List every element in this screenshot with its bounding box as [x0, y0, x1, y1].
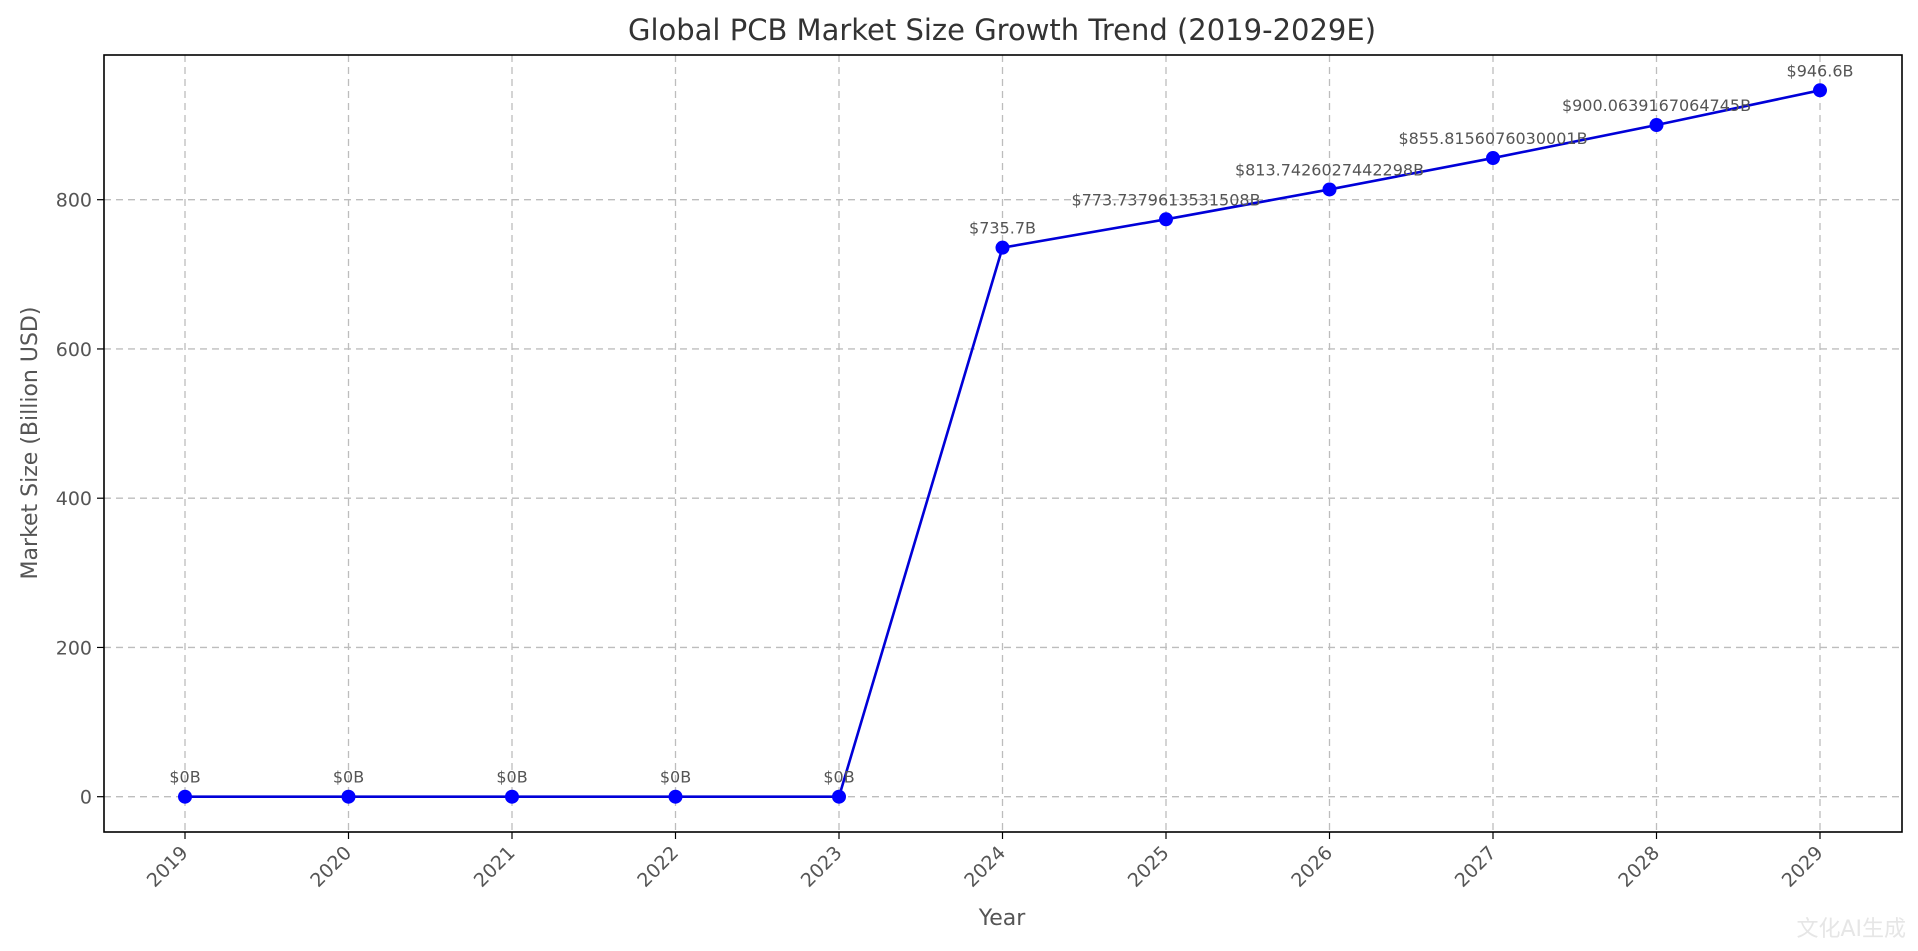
- data-label: $735.7B: [969, 219, 1036, 238]
- x-tick-label: 2029: [1778, 842, 1828, 892]
- data-point: [341, 789, 356, 804]
- data-point: [1159, 212, 1173, 227]
- x-tick-label: 2024: [960, 842, 1010, 892]
- y-tick-label: 800: [56, 190, 92, 212]
- x-tick-label: 2025: [1124, 842, 1174, 892]
- data-point: [505, 789, 519, 804]
- y-tick-label: 400: [56, 488, 92, 510]
- x-axis-label: Year: [978, 906, 1027, 931]
- y-tick-label: 200: [56, 637, 92, 659]
- x-tick-label: 2028: [1614, 842, 1664, 892]
- data-label: $813.7426027442298B: [1235, 160, 1424, 179]
- data-label: $900.0639167064745B: [1562, 96, 1751, 115]
- data-point: [668, 789, 683, 804]
- series-layer: [178, 83, 1827, 804]
- x-tick-label: 2022: [633, 842, 683, 892]
- x-tick-label: 2020: [306, 842, 356, 892]
- data-label: $0B: [660, 768, 691, 787]
- x-tick-label: 2026: [1287, 842, 1337, 892]
- x-tick-label: 2023: [797, 842, 847, 892]
- x-tick-label: 2027: [1451, 842, 1501, 892]
- watermark-text: 文化AI生成: [1796, 917, 1906, 942]
- data-label: $855.8156076030001B: [1398, 129, 1587, 148]
- chart-title: Global PCB Market Size Growth Trend (201…: [628, 13, 1376, 47]
- data-point: [1486, 151, 1500, 166]
- x-axis: 2019 2020 2021 2022 2023 2024 2025 2026 2027 2028…: [143, 832, 1828, 892]
- data-label: $773.7379613531508B: [1071, 190, 1260, 209]
- data-point: [178, 789, 192, 804]
- data-label: $0B: [496, 768, 527, 787]
- data-label: $0B: [333, 768, 364, 787]
- data-label: $0B: [823, 768, 854, 787]
- data-point: [832, 789, 846, 804]
- y-tick-label: 0: [80, 787, 92, 809]
- y-axis: 0 200 400 600 800: [56, 190, 104, 809]
- data-point: [1813, 83, 1827, 98]
- data-point: [1322, 182, 1337, 197]
- y-tick-label: 600: [56, 339, 92, 361]
- data-label: $946.6B: [1787, 61, 1854, 80]
- data-label: $0B: [169, 768, 200, 787]
- y-axis-label: Market Size (Billion USD): [18, 307, 43, 580]
- data-point: [1649, 118, 1664, 133]
- grid: [104, 55, 1902, 832]
- x-tick-label: 2019: [143, 842, 193, 892]
- data-point: [995, 240, 1010, 255]
- data-labels: $0B $0B $0B $0B $0B $735.7B $773.7379613531508…: [169, 61, 1853, 786]
- x-tick-label: 2021: [470, 842, 520, 892]
